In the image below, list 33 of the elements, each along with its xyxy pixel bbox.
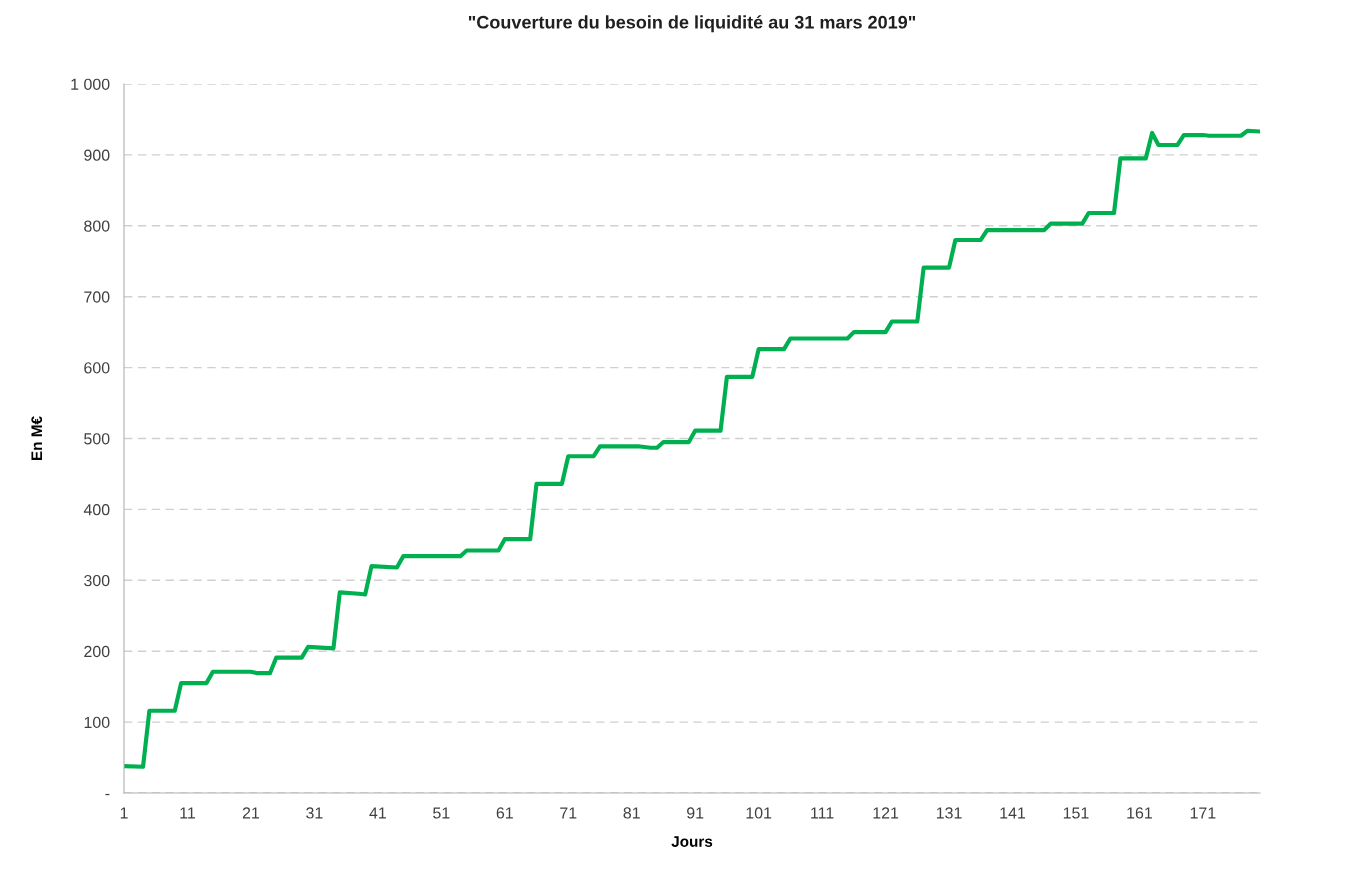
x-tick-label: 171 (1190, 807, 1216, 819)
y-tick-label: 500 (84, 433, 110, 445)
x-tick-label: 1 (120, 807, 128, 819)
chart-title: "Couverture du besoin de liquidité au 31 mars 2019" (468, 15, 916, 33)
y-tick-label: 400 (83, 504, 110, 516)
y-axis-title: En M€ (31, 416, 43, 460)
x-tick-label: 61 (496, 807, 513, 819)
y-tick-label: 100 (84, 716, 110, 729)
x-tick-label: 101 (746, 807, 772, 819)
line-series (124, 128, 1260, 769)
y-tick-label: 1 000 (71, 78, 110, 90)
x-tick-label: 81 (623, 807, 640, 819)
x-tick-label: 41 (369, 807, 386, 819)
x-tick-label: 31 (306, 807, 323, 819)
x-tick-label: 111 (811, 807, 834, 819)
y-tick-label: 200 (84, 645, 110, 658)
y-tick-label: 300 (84, 574, 110, 587)
x-tick-label: 141 (1000, 807, 1026, 819)
x-tick-label: 21 (242, 807, 260, 819)
x-tick-label: 51 (433, 807, 450, 819)
x-axis-title: Jours (671, 836, 713, 847)
y-tick-label: 800 (84, 220, 110, 232)
y-tick-label: 700 (84, 291, 110, 303)
x-tick-label: 151 (1063, 807, 1089, 819)
x-tick-label: 121 (873, 807, 899, 819)
y-tick-label: - (105, 793, 110, 796)
x-tick-label: 161 (1127, 807, 1152, 819)
x-tick-label: 71 (560, 807, 577, 819)
x-tick-label: 91 (687, 807, 704, 819)
x-tick-label: 11 (180, 807, 195, 819)
x-tick-label: 131 (936, 807, 962, 819)
y-tick-label: 900 (84, 149, 110, 161)
y-tick-label: 600 (84, 362, 110, 374)
